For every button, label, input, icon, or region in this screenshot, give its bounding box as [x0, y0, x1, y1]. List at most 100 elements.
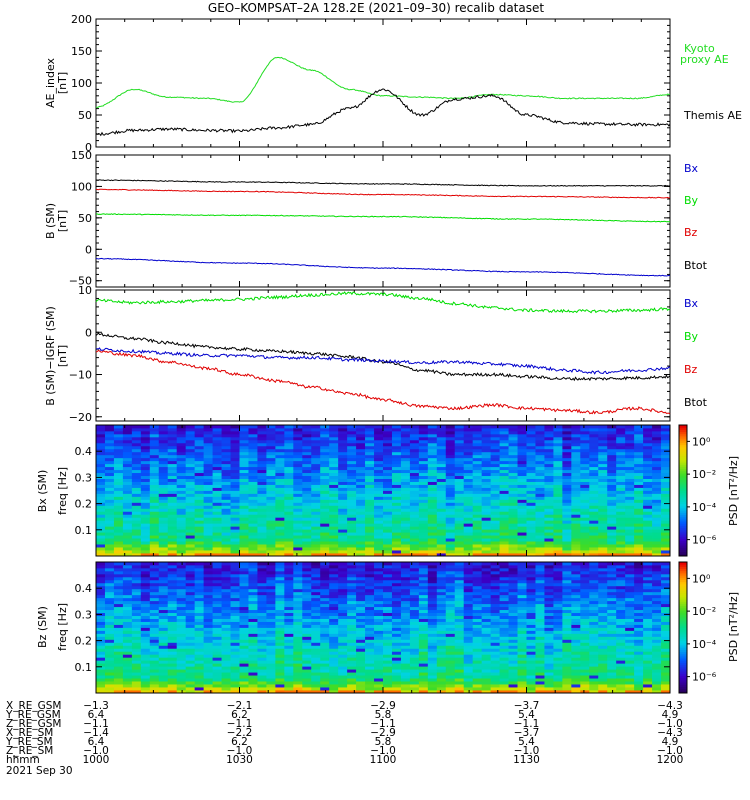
- spectrogram-cell: [185, 505, 196, 509]
- spectrogram-cell: [418, 484, 429, 488]
- spectrogram-cell: [499, 478, 509, 482]
- spectrogram-cell: [230, 615, 240, 619]
- spectrogram-cell: [311, 624, 321, 628]
- spectrogram-cell: [221, 529, 231, 533]
- spectrogram-cell: [374, 430, 384, 435]
- spectrogram-cell: [409, 651, 420, 655]
- spectrogram-cell: [293, 505, 303, 509]
- colorbar-cell: [679, 438, 687, 441]
- spectrogram-cell: [149, 597, 160, 602]
- spectrogram-cell: [131, 532, 142, 536]
- colorbar-cell: [679, 547, 687, 550]
- spectrogram-cell: [221, 642, 231, 646]
- spectrogram-cell: [302, 666, 312, 670]
- spectrogram-cell: [418, 469, 429, 474]
- spectrogram-cell: [338, 547, 348, 551]
- spectrogram-cell: [338, 466, 348, 471]
- spectrogram-cell: [248, 672, 258, 676]
- spectrogram-cell: [338, 526, 348, 530]
- spectrogram-cell: [122, 630, 133, 634]
- spectrogram-cell: [356, 666, 366, 670]
- spectrogram-cell: [275, 445, 285, 450]
- spectrogram-cell: [625, 523, 635, 527]
- spectrogram-cell: [391, 576, 402, 581]
- spectrogram-cell: [338, 562, 348, 566]
- spectrogram-cell: [481, 475, 492, 479]
- spectrogram-cell: [311, 493, 321, 497]
- spectrogram-cell: [463, 454, 474, 459]
- spectrogram-cell: [275, 436, 285, 441]
- spectrogram-cell: [167, 451, 178, 456]
- spectrogram-cell: [320, 573, 330, 578]
- legend-igrf-by: By: [684, 330, 699, 343]
- spectrogram-cell: [284, 562, 294, 566]
- spectrogram-cell: [248, 550, 258, 554]
- spectrogram-cell: [347, 636, 357, 640]
- spectrogram-cell: [122, 678, 133, 682]
- spectrogram-cell: [481, 502, 492, 506]
- spectrogram-cell: [311, 430, 321, 435]
- spectrogram-cell: [508, 457, 518, 462]
- spectrogram-cell: [329, 460, 339, 465]
- spectrogram-cell: [293, 645, 303, 649]
- spectrogram-cell: [221, 562, 231, 566]
- spectrogram-cell: [427, 666, 438, 670]
- spectrogram-cell: [194, 633, 205, 637]
- spectrogram-cell: [230, 633, 240, 637]
- spectrogram-cell: [293, 579, 303, 584]
- spectrogram-cell: [652, 526, 662, 530]
- spectrogram-cell: [499, 553, 509, 557]
- spectrogram-cell: [167, 484, 178, 488]
- spectrogram-cell: [329, 445, 339, 450]
- spectrogram-cell: [194, 463, 205, 468]
- spectrogram-cell: [445, 487, 456, 491]
- spectrogram-cell: [284, 681, 294, 685]
- spectrogram-cell: [293, 564, 303, 569]
- spectrogram-cell: [248, 570, 258, 575]
- spectrogram-cell: [248, 642, 258, 646]
- spectrogram-cell: [329, 430, 339, 435]
- spectrogram-cell: [302, 517, 312, 521]
- spectrogram-cell: [436, 594, 447, 599]
- spectrogram-cell: [239, 654, 249, 658]
- spectrogram-cell: [544, 529, 554, 533]
- spectrogram-cell: [311, 469, 321, 474]
- spectrogram-cell: [302, 433, 312, 438]
- spectrogram-cell: [436, 642, 447, 646]
- spectrogram-cell: [113, 585, 124, 590]
- spectrogram-cell: [481, 541, 492, 545]
- spectrogram-cell: [266, 511, 276, 515]
- spectrogram-cell: [643, 463, 653, 468]
- spectrogram-cell: [239, 588, 249, 593]
- spectrogram-cell: [284, 621, 294, 625]
- spectrogram-cell: [490, 454, 500, 459]
- spectrogram-cell: [661, 520, 671, 524]
- spectrogram-cell: [113, 681, 124, 685]
- spectrogram-cell: [347, 603, 357, 608]
- spectrogram-cell: [374, 678, 384, 682]
- spectrogram-cell: [445, 687, 456, 691]
- spectrogram-cell: [239, 532, 249, 536]
- colorbar-cell: [679, 462, 687, 465]
- spectrogram-cell: [96, 645, 106, 649]
- spectrogram-cell: [562, 547, 572, 551]
- spectrogram-cell: [365, 496, 375, 500]
- spectrogram-cell: [517, 499, 527, 503]
- spectrogram-cell: [293, 648, 303, 652]
- panel-bsm-frame: [95, 154, 671, 288]
- spectrogram-cell: [284, 475, 294, 479]
- spectrogram-cell: [96, 547, 106, 551]
- spectrogram-cell: [176, 481, 187, 485]
- spectrogram-cell: [194, 499, 205, 503]
- spectrogram-cell: [580, 532, 590, 536]
- spectrogram-cell: [347, 690, 357, 694]
- spectrogram-cell: [257, 469, 267, 474]
- spectrogram-cell: [149, 493, 160, 497]
- spectrogram-cell: [248, 538, 258, 542]
- spectrogram-cell: [418, 425, 429, 429]
- spectrogram-cell: [194, 541, 205, 545]
- spectrogram-cell: [580, 425, 590, 429]
- spectrogram-cell: [598, 433, 608, 438]
- spectrogram-cell: [490, 514, 500, 518]
- spectrogram-cell: [113, 657, 124, 661]
